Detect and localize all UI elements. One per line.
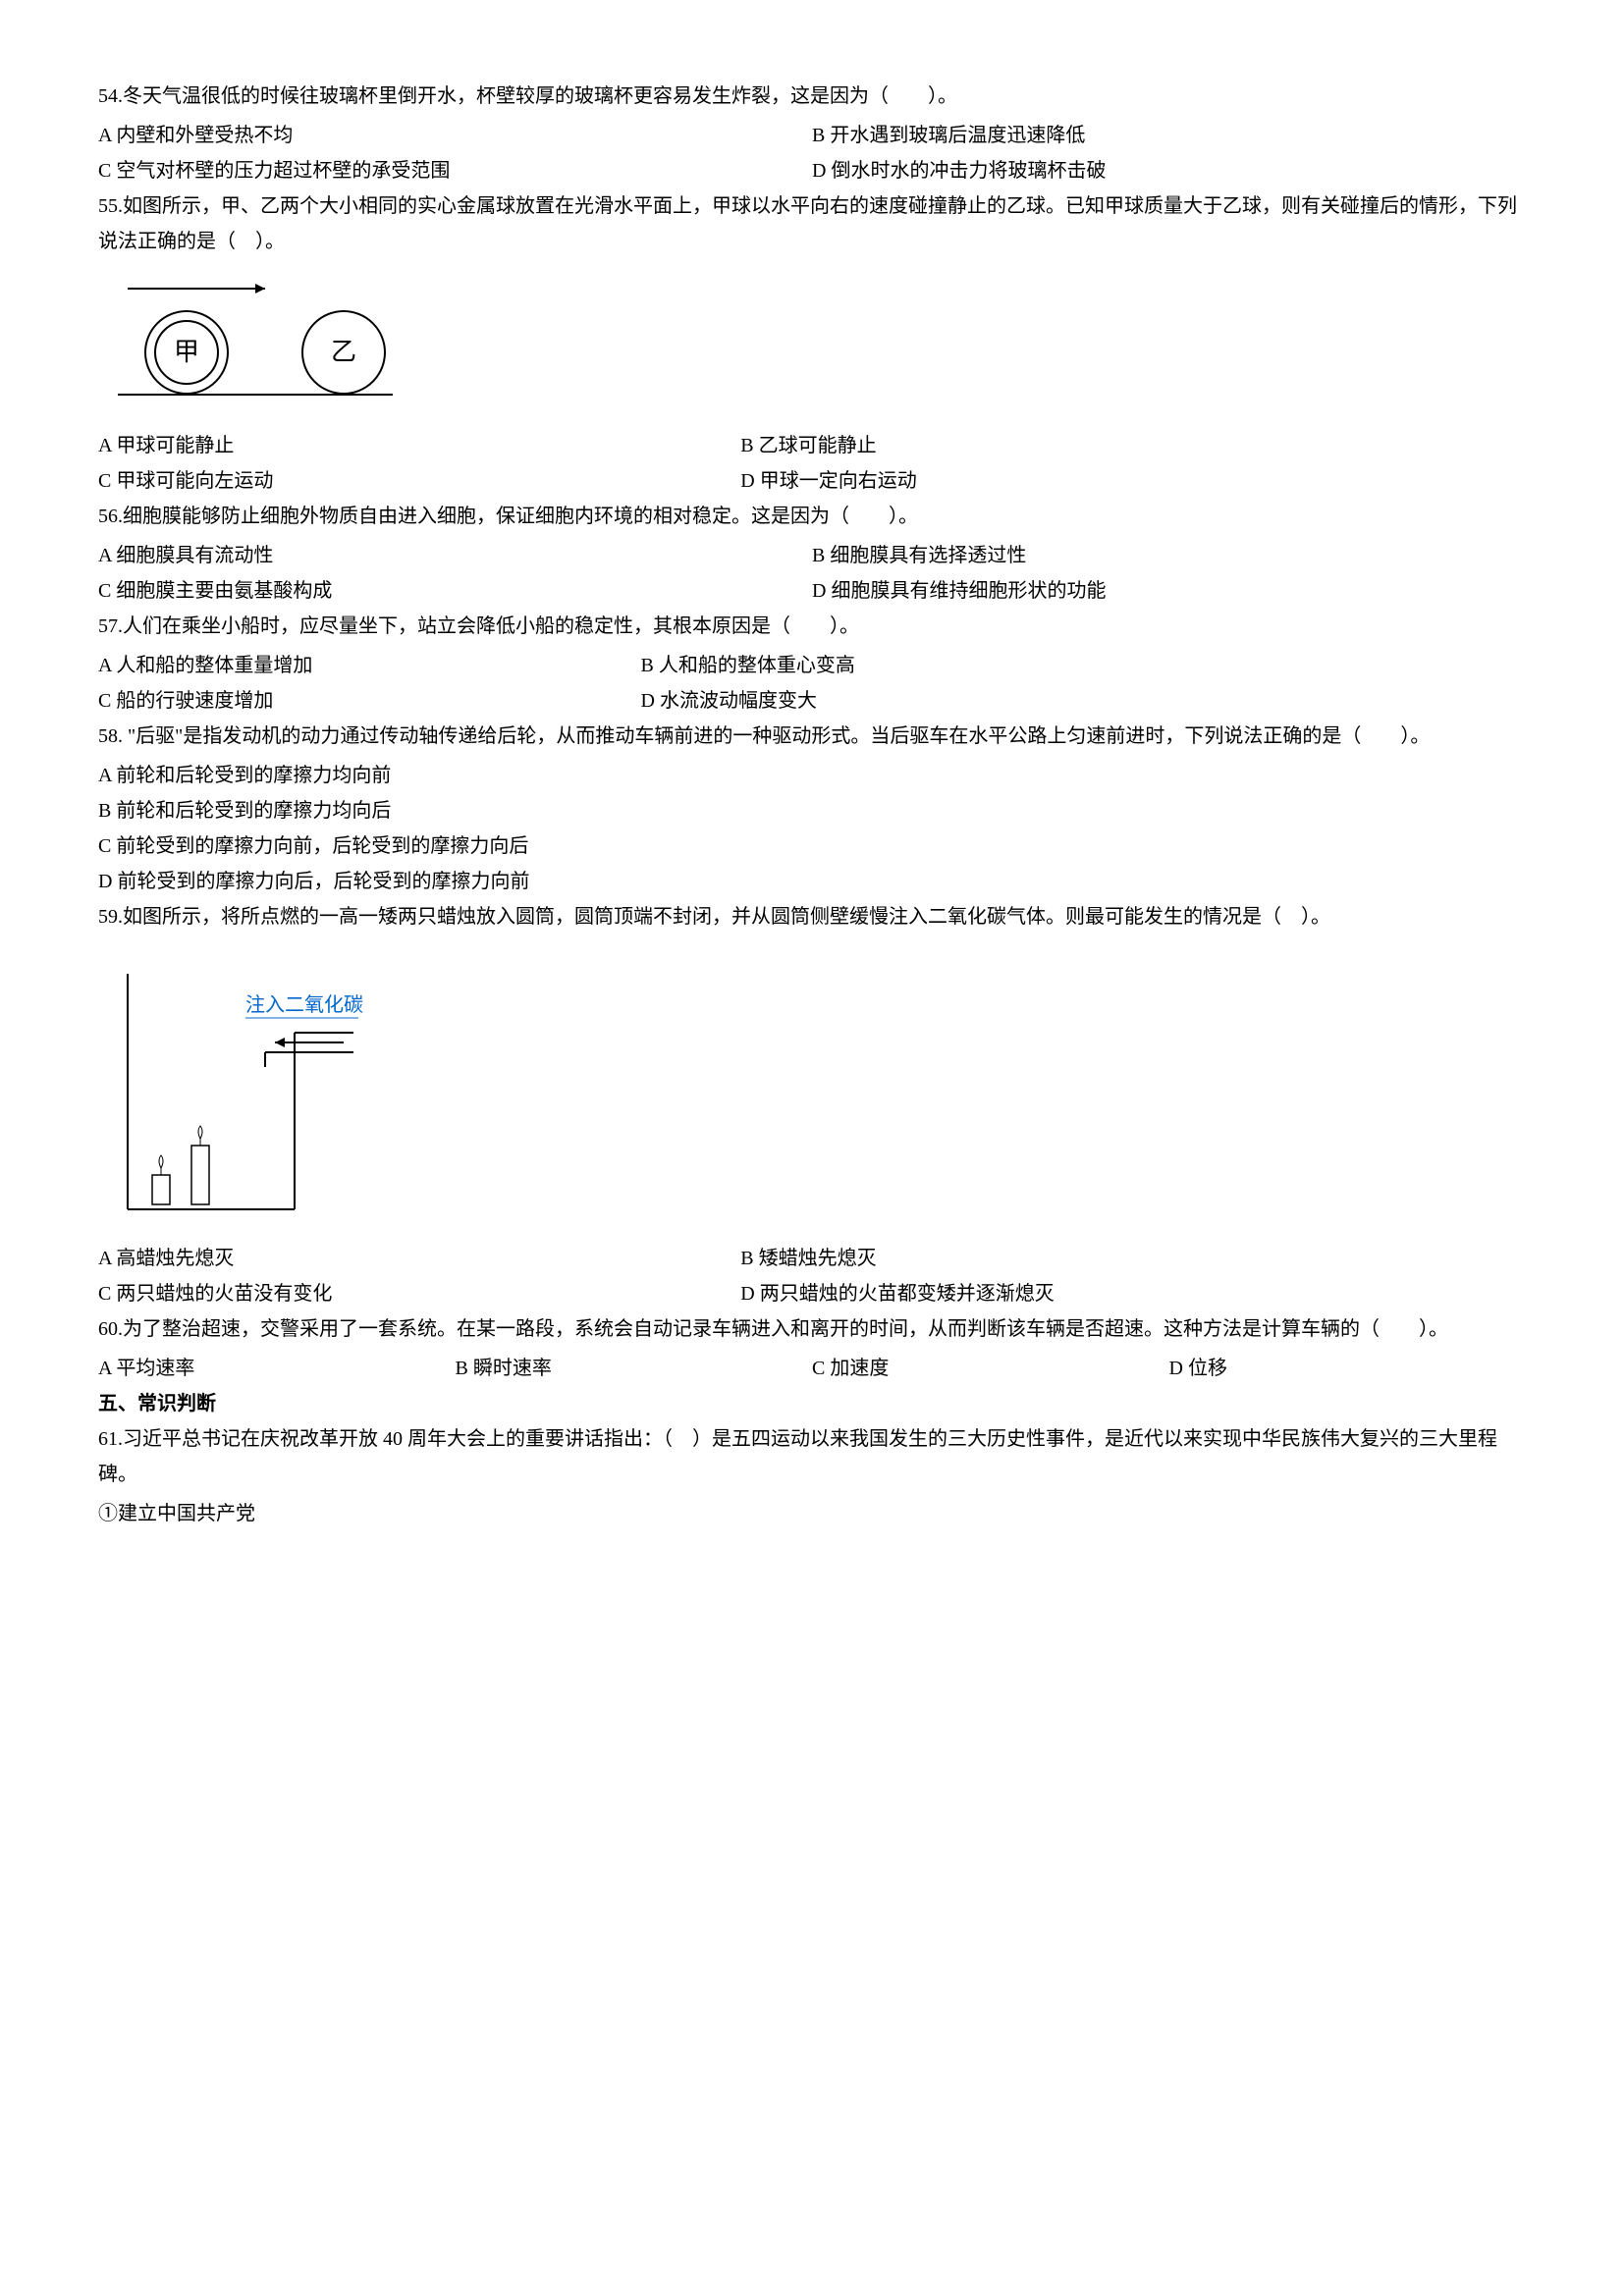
q59-D: D 两只蜡烛的火苗都变矮并逐渐熄灭	[740, 1276, 1526, 1311]
q56-D: D 细胞膜具有维持细胞形状的功能	[812, 573, 1526, 609]
q58-D: D 前轮受到的摩擦力向后，后轮受到的摩擦力向前	[98, 864, 1526, 899]
q60-options: A 平均速率 B 瞬时速率 C 加速度 D 位移	[98, 1351, 1526, 1386]
q60-B: B 瞬时速率	[456, 1351, 813, 1386]
q54-stem: 54.冬天气温很低的时候往玻璃杯里倒开水，杯壁较厚的玻璃杯更容易发生炸裂，这是因…	[98, 79, 1526, 114]
q55-C: C 甲球可能向左运动	[98, 463, 740, 499]
q59-stem: 59.如图所示，将所点燃的一高一矮两只蜡烛放入圆筒，圆筒顶端不封闭，并从圆筒侧壁…	[98, 899, 1526, 934]
q54-B: B 开水遇到玻璃后温度迅速降低	[812, 118, 1526, 153]
q57-A: A 人和船的整体重量增加	[98, 648, 641, 683]
q56-C: C 细胞膜主要由氨基酸构成	[98, 573, 812, 609]
section5-title: 五、常识判断	[98, 1386, 1526, 1421]
q60-D: D 位移	[1169, 1351, 1527, 1386]
q58-stem: 58. "后驱"是指发动机的动力通过传动轴传递给后轮，从而推动车辆前进的一种驱动…	[98, 719, 1526, 754]
q58-A: A 前轮和后轮受到的摩擦力均向前	[98, 758, 1526, 793]
q56-A: A 细胞膜具有流动性	[98, 538, 812, 573]
q57-D: D 水流波动幅度变大	[641, 683, 1526, 719]
q55-B: B 乙球可能静止	[740, 428, 1526, 463]
q55-diagram: 甲 乙	[98, 269, 1526, 418]
q56-B: B 细胞膜具有选择透过性	[812, 538, 1526, 573]
q59-C: C 两只蜡烛的火苗没有变化	[98, 1276, 740, 1311]
q59-options: A 高蜡烛先熄灭 B 矮蜡烛先熄灭 C 两只蜡烛的火苗没有变化 D 两只蜡烛的火…	[98, 1241, 1526, 1311]
q61-opt1: ①建立中国共产党	[98, 1496, 1526, 1531]
q54-options: A 内壁和外壁受热不均 B 开水遇到玻璃后温度迅速降低 C 空气对杯壁的压力超过…	[98, 118, 1526, 188]
q58-options: A 前轮和后轮受到的摩擦力均向前 B 前轮和后轮受到的摩擦力均向后 C 前轮受到…	[98, 758, 1526, 899]
q56-options: A 细胞膜具有流动性 B 细胞膜具有选择透过性 C 细胞膜主要由氨基酸构成 D …	[98, 538, 1526, 609]
q57-B: B 人和船的整体重心变高	[641, 648, 1526, 683]
q57-stem: 57.人们在乘坐小船时，应尽量坐下，站立会降低小船的稳定性，其根本原因是（ ）。	[98, 609, 1526, 644]
q59-A: A 高蜡烛先熄灭	[98, 1241, 740, 1276]
q60-A: A 平均速率	[98, 1351, 456, 1386]
q55-options: A 甲球可能静止 B 乙球可能静止 C 甲球可能向左运动 D 甲球一定向右运动	[98, 428, 1526, 499]
q57-C: C 船的行驶速度增加	[98, 683, 641, 719]
q54-C: C 空气对杯壁的压力超过杯壁的承受范围	[98, 153, 812, 188]
q55-stem: 55.如图所示，甲、乙两个大小相同的实心金属球放置在光滑水平面上，甲球以水平向右…	[98, 188, 1526, 259]
q59-B: B 矮蜡烛先熄灭	[740, 1241, 1526, 1276]
label-yi: 乙	[331, 338, 356, 366]
q54-D: D 倒水时水的冲击力将玻璃杯击破	[812, 153, 1526, 188]
q57-options: A 人和船的整体重量增加 B 人和船的整体重心变高 C 船的行驶速度增加 D 水…	[98, 648, 1526, 719]
q58-C: C 前轮受到的摩擦力向前，后轮受到的摩擦力向后	[98, 828, 1526, 864]
q55-D: D 甲球一定向右运动	[740, 463, 1526, 499]
q61-stem: 61.习近平总书记在庆祝改革开放 40 周年大会上的重要讲话指出：（ ）是五四运…	[98, 1421, 1526, 1492]
q60-stem: 60.为了整治超速，交警采用了一套系统。在某一路段，系统会自动记录车辆进入和离开…	[98, 1311, 1526, 1347]
q58-B: B 前轮和后轮受到的摩擦力均向后	[98, 793, 1526, 828]
q55-A: A 甲球可能静止	[98, 428, 740, 463]
q54-A: A 内壁和外壁受热不均	[98, 118, 812, 153]
co2-label: 注入二氧化碳	[245, 993, 363, 1016]
q59-diagram: 注入二氧化碳	[98, 944, 1526, 1231]
q56-stem: 56.细胞膜能够防止细胞外物质自由进入细胞，保证细胞内环境的相对稳定。这是因为（…	[98, 499, 1526, 534]
q60-C: C 加速度	[812, 1351, 1169, 1386]
label-jia: 甲	[174, 338, 199, 366]
